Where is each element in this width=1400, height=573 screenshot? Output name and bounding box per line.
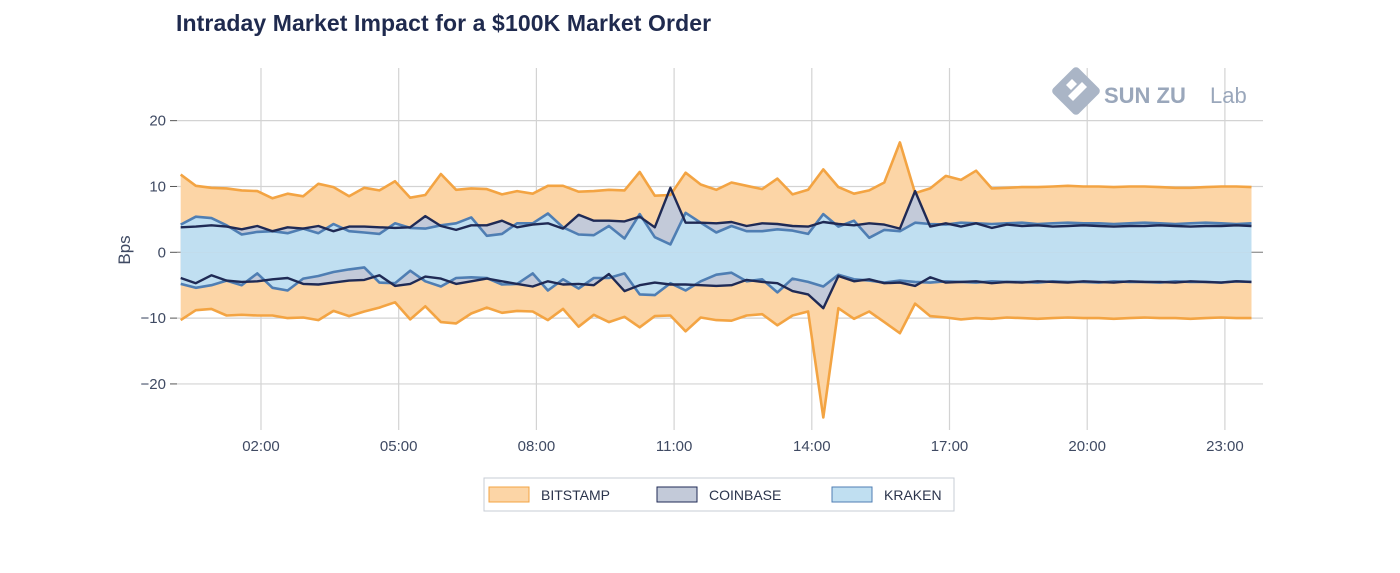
coinbase-upper-line — [180, 186, 1252, 233]
x-tick-label: 17:00 — [931, 438, 969, 455]
legend-label-kraken: KRAKEN — [884, 487, 942, 503]
x-tick-label: 05:00 — [380, 438, 418, 455]
sunzu-logo-icon — [1052, 67, 1100, 115]
legend: BITSTAMP COINBASE KRAKEN — [483, 477, 955, 512]
y-tick-label: 0 — [158, 244, 166, 261]
kraken-upper-line — [180, 211, 1252, 246]
y-tick-label: −20 — [141, 376, 166, 393]
chart-title: Intraday Market Impact for a $100K Marke… — [176, 10, 712, 36]
y-tick-label: −10 — [141, 310, 166, 327]
tick-layer: 02:00 05:00 08:00 11:00 14:00 17:00 20:00 23:00… — [141, 113, 1244, 455]
y-axis-label: Bps — [115, 235, 134, 264]
x-tick-label: 20:00 — [1068, 438, 1106, 455]
x-tick-label: 02:00 — [242, 438, 280, 455]
legend-swatch-kraken — [831, 486, 873, 503]
legend-label-bitstamp: BITSTAMP — [541, 487, 610, 503]
area-layer — [180, 142, 1252, 418]
x-tick-label: 23:00 — [1206, 438, 1244, 455]
bitstamp-upper-line — [179, 141, 1252, 200]
logo-brand-text: SUN ZU — [1104, 83, 1186, 108]
coinbase-lower-line — [180, 272, 1252, 310]
y-tick-label: 10 — [149, 178, 166, 195]
y-tick-label: 20 — [149, 113, 166, 130]
bitstamp-lower-area — [180, 252, 1252, 418]
legend-swatch-bitstamp — [488, 486, 530, 503]
x-tick-label: 14:00 — [793, 438, 831, 455]
sunzu-lab-logo: SUN ZU Lab — [1052, 67, 1247, 115]
legend-label-coinbase: COINBASE — [709, 487, 781, 503]
line-layer — [179, 141, 1252, 419]
bitstamp-lower-line — [179, 301, 1252, 419]
logo-suffix-text: Lab — [1210, 83, 1247, 108]
legend-swatch-coinbase — [656, 486, 698, 503]
legend-box — [483, 477, 955, 512]
x-tick-label: 11:00 — [656, 438, 692, 455]
x-tick-label: 08:00 — [518, 438, 556, 455]
